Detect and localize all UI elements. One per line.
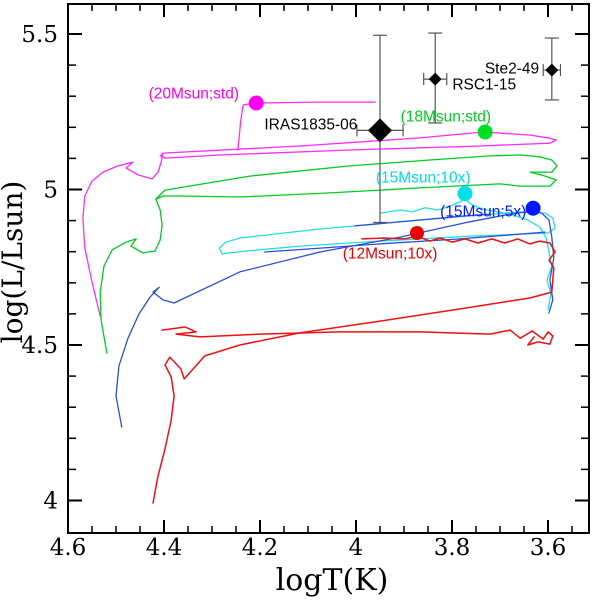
track-stage-markers: [248, 95, 541, 240]
track-20Msun-std: [82, 131, 557, 317]
annotation-label: Ste2-49: [485, 60, 539, 77]
y-axis-title: log(L/Lsun): [0, 181, 29, 344]
y-tick-label: 5: [43, 178, 58, 204]
y-tick-label: 4.5: [21, 333, 58, 359]
x-axis-title: logT(K): [276, 563, 389, 598]
annotation-label: (18Msun;std): [401, 109, 491, 126]
axis-tick-labels: 4.6 4.4 4.2 4 3.8 3.6 5.5 5 4.5 4: [21, 22, 566, 561]
annotation-label: (15Msun;5x): [440, 204, 526, 221]
track-15Msun-5x: [264, 231, 546, 253]
stage-dot-20Msun-std-point: [248, 95, 264, 111]
annotation-label: IRAS1835-06: [264, 116, 357, 133]
y-tick-label: 4: [43, 489, 58, 515]
track-18Msun-std: [99, 154, 558, 354]
plot-frame: [67, 3, 590, 534]
x-tick-label: 3.6: [530, 535, 567, 561]
annotation-label: (15Msun;10x): [376, 170, 471, 187]
axis-ticks: [67, 4, 589, 533]
evolution-tracks: [82, 101, 558, 504]
stage-dot-15Msun-10x-point: [457, 186, 473, 201]
x-tick-label: 4.4: [146, 535, 183, 561]
observed-star-diamond-IRAS1835-06: [368, 118, 392, 143]
observed-star-diamond-RSC1-15: [428, 72, 442, 86]
track-15Msun-5x: [354, 213, 491, 227]
stage-dot-15Msun-5x-point: [525, 200, 541, 216]
annotation-label: (20Msun;std): [149, 86, 239, 103]
stage-dot-18Msun-std-point: [477, 124, 493, 140]
x-tick-label: 4.6: [50, 535, 87, 561]
observation-diamonds: [368, 63, 559, 143]
track-15Msun-5x: [115, 210, 555, 428]
track-12Msun-10x: [161, 326, 554, 346]
y-tick-label: 5.5: [21, 22, 58, 48]
observed-star-diamond-Ste2-49: [545, 63, 559, 77]
stage-dot-12Msun-10x-point: [410, 226, 424, 240]
annotation-label: RSC1-15: [452, 77, 516, 94]
track-12Msun-10x: [152, 235, 556, 504]
x-tick-label: 3.8: [434, 535, 471, 561]
x-tick-label: 4.2: [242, 535, 279, 561]
track-15Msun-10x: [218, 211, 556, 255]
annotation-label: (12Msun;10x): [343, 245, 438, 262]
x-tick-label: 4: [349, 535, 364, 561]
